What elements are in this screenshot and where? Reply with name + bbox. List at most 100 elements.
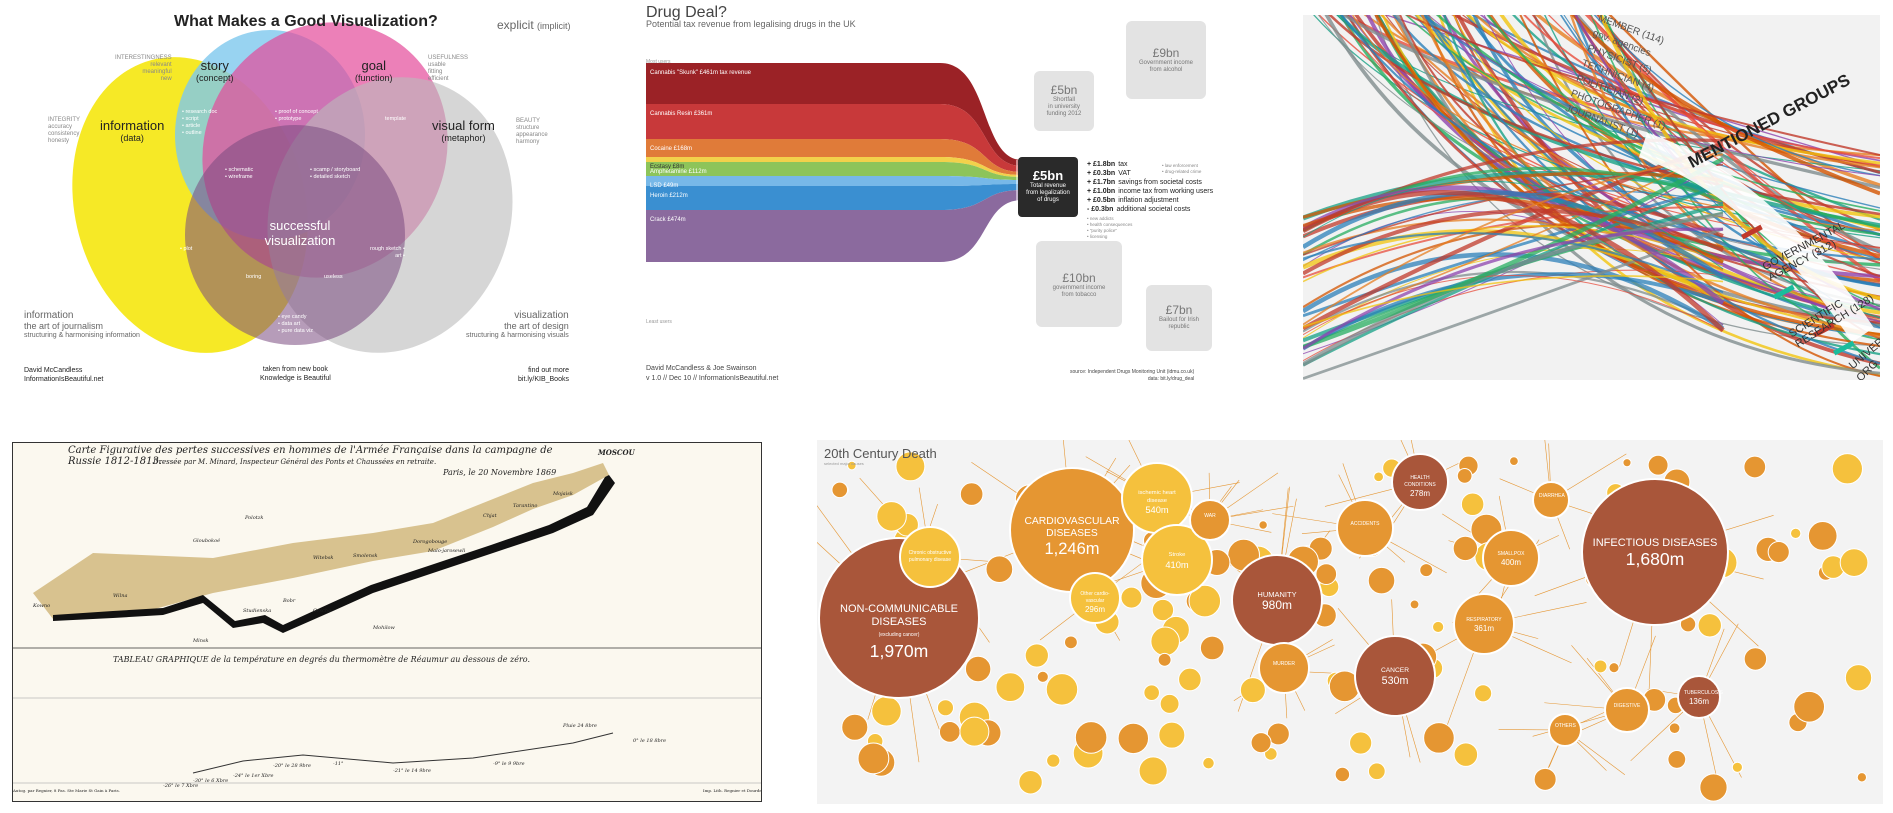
group-link	[1303, 227, 1724, 350]
drug-credit: David McCandless & Joe Swainson v 1.0 // …	[646, 365, 779, 382]
death-bubble[interactable]	[1391, 453, 1449, 511]
small-bubble	[1743, 647, 1768, 671]
stream-label-0: Cannabis "Skunk" £461m tax revenue	[650, 70, 751, 76]
group-link	[1608, 15, 1880, 261]
death-bubble[interactable]	[1677, 675, 1721, 719]
death-bubble[interactable]	[1482, 529, 1540, 587]
death-bubble[interactable]	[1548, 713, 1582, 747]
label-center: successful visualization	[264, 218, 336, 248]
inner-e: • scamp / storyboard • detailed sketch	[310, 167, 361, 180]
city-label: Malo-jarosewli	[428, 548, 466, 554]
stream-label-3: Ecstasy £8m	[650, 164, 685, 170]
small-bubble	[1474, 684, 1493, 703]
bubble-label-17: OTHERS	[1555, 723, 1576, 730]
small-bubble	[1856, 772, 1868, 783]
small-bubble	[1178, 667, 1202, 692]
bubble-name: WAR	[1204, 513, 1216, 519]
stream-1	[646, 104, 1022, 172]
temp-label: -11°	[333, 761, 344, 767]
breakdown-text: savings from societal costs	[1118, 179, 1202, 186]
group-marker	[1773, 284, 1795, 300]
group-link	[1303, 190, 1725, 280]
small-bubble	[1668, 722, 1681, 734]
groups-panel: MEMBER (114) gov. agencies PHYSICIST (5) TE…	[1303, 15, 1880, 380]
death-bubble[interactable]	[1604, 687, 1650, 733]
bubble-name: Chronic obstructive pulmonary disease	[908, 550, 952, 563]
stream-7	[646, 190, 1022, 262]
small-bubble	[871, 695, 902, 727]
most-users: Most users	[646, 59, 671, 65]
drug-title: Drug Deal?	[646, 4, 727, 21]
small-bubble	[1045, 673, 1079, 706]
death-bubble[interactable]	[1532, 481, 1570, 519]
bubble-label-15: WAR	[1196, 513, 1224, 520]
death-bubble[interactable]	[899, 526, 961, 588]
bubble-value: 1,970m	[869, 640, 929, 661]
stream-label-6: Heroin £212m	[650, 193, 688, 199]
inner-j: • eye candy • data art • pure data viz	[278, 314, 313, 334]
small-bubble	[1622, 458, 1632, 468]
label-story: story (concept)	[196, 58, 234, 83]
venn-title: What Makes a Good Visualization?	[174, 13, 438, 30]
label-information: information (data)	[100, 118, 165, 143]
group-link	[1303, 275, 1724, 328]
small-bubble	[1266, 722, 1290, 746]
bubble-name: TUBERCULOSIS	[1684, 690, 1723, 696]
temp-label: Pluie 24 8bre	[563, 723, 598, 729]
side-beauty: BEAUTY structure appearance harmony	[516, 118, 548, 145]
small-bubble	[959, 482, 984, 506]
bubble-value: 410m	[1165, 559, 1189, 570]
death-bubble[interactable]	[1453, 593, 1515, 655]
breakdown-value: + £1.0bn	[1087, 188, 1116, 195]
small-bubble	[1667, 750, 1687, 769]
credit-2: taken from new book Knowledge is Beautifu…	[260, 366, 331, 382]
death-bubble[interactable]	[1258, 642, 1310, 694]
small-bubble	[841, 713, 869, 741]
drug-subtitle: Potential tax revenue from legalising dr…	[646, 19, 856, 29]
bubble-name: OTHERS	[1555, 723, 1576, 729]
group-link	[1438, 15, 1880, 377]
breakdown-text: additional societal costs	[1116, 206, 1191, 213]
city-label: Witebsk	[313, 555, 334, 561]
drug-deal-panel: Drug Deal? Potential tax revenue from le…	[640, 0, 1240, 400]
death-bubble[interactable]	[1354, 635, 1436, 717]
death-bubble[interactable]	[1189, 499, 1231, 541]
small-bubble	[1844, 664, 1873, 692]
temp-label: -30° le 6 Xbre	[193, 778, 229, 784]
small-bubble	[1452, 535, 1479, 562]
small-bubble	[1138, 756, 1168, 786]
breakdown-value: - £0.3bn	[1087, 206, 1114, 213]
breakdown-value: + £0.5bn	[1087, 197, 1116, 204]
small-bubble	[1018, 769, 1043, 795]
small-bubble	[995, 672, 1026, 703]
death-bubble[interactable]	[1336, 499, 1394, 557]
small-bubble	[1199, 635, 1225, 661]
group-link	[1374, 15, 1880, 337]
bubble-label-2: CARDIOVASCULAR DISEASES 1,246m	[1016, 516, 1128, 559]
group-link	[1303, 270, 1724, 333]
group-link	[1303, 274, 1724, 336]
breakdown-text: inflation adjustment	[1118, 197, 1179, 204]
breakdown-row: + £0.5bn inflation adjustment	[1087, 196, 1213, 205]
bubble-label-1: INFECTIOUS DISEASES 1,680m	[1588, 537, 1722, 570]
city-label: Mohilow	[373, 625, 395, 631]
credit-3[interactable]: find out more bit.ly/KIB_Books	[518, 367, 569, 383]
small-bubble	[1188, 584, 1222, 618]
bubble-value: 530m	[1381, 675, 1409, 688]
small-bubble	[1250, 732, 1272, 754]
small-bubble	[857, 742, 890, 775]
death-bubble[interactable]	[1069, 572, 1121, 624]
death-bubble[interactable]	[1581, 478, 1729, 626]
temp-label: -26° le 7 Xbre	[163, 783, 199, 789]
bubble-label-16: DIARRHEA	[1539, 493, 1565, 500]
group-link	[1584, 15, 1880, 282]
least-users: Least users	[646, 319, 672, 325]
small-bubble	[938, 721, 961, 743]
death-bubble[interactable]	[1141, 524, 1213, 596]
small-bubble	[1036, 670, 1049, 683]
small-bubble	[1731, 761, 1743, 773]
breakdown-value: + £1.7bn	[1087, 179, 1116, 186]
foot-right: visualization the art of design structurin…	[466, 310, 569, 340]
minard-footer-right: Imp. Lith. Regnier et Dourdet	[703, 788, 762, 793]
side-usefulness: USEFULNESS usable fitting efficient	[428, 55, 469, 82]
